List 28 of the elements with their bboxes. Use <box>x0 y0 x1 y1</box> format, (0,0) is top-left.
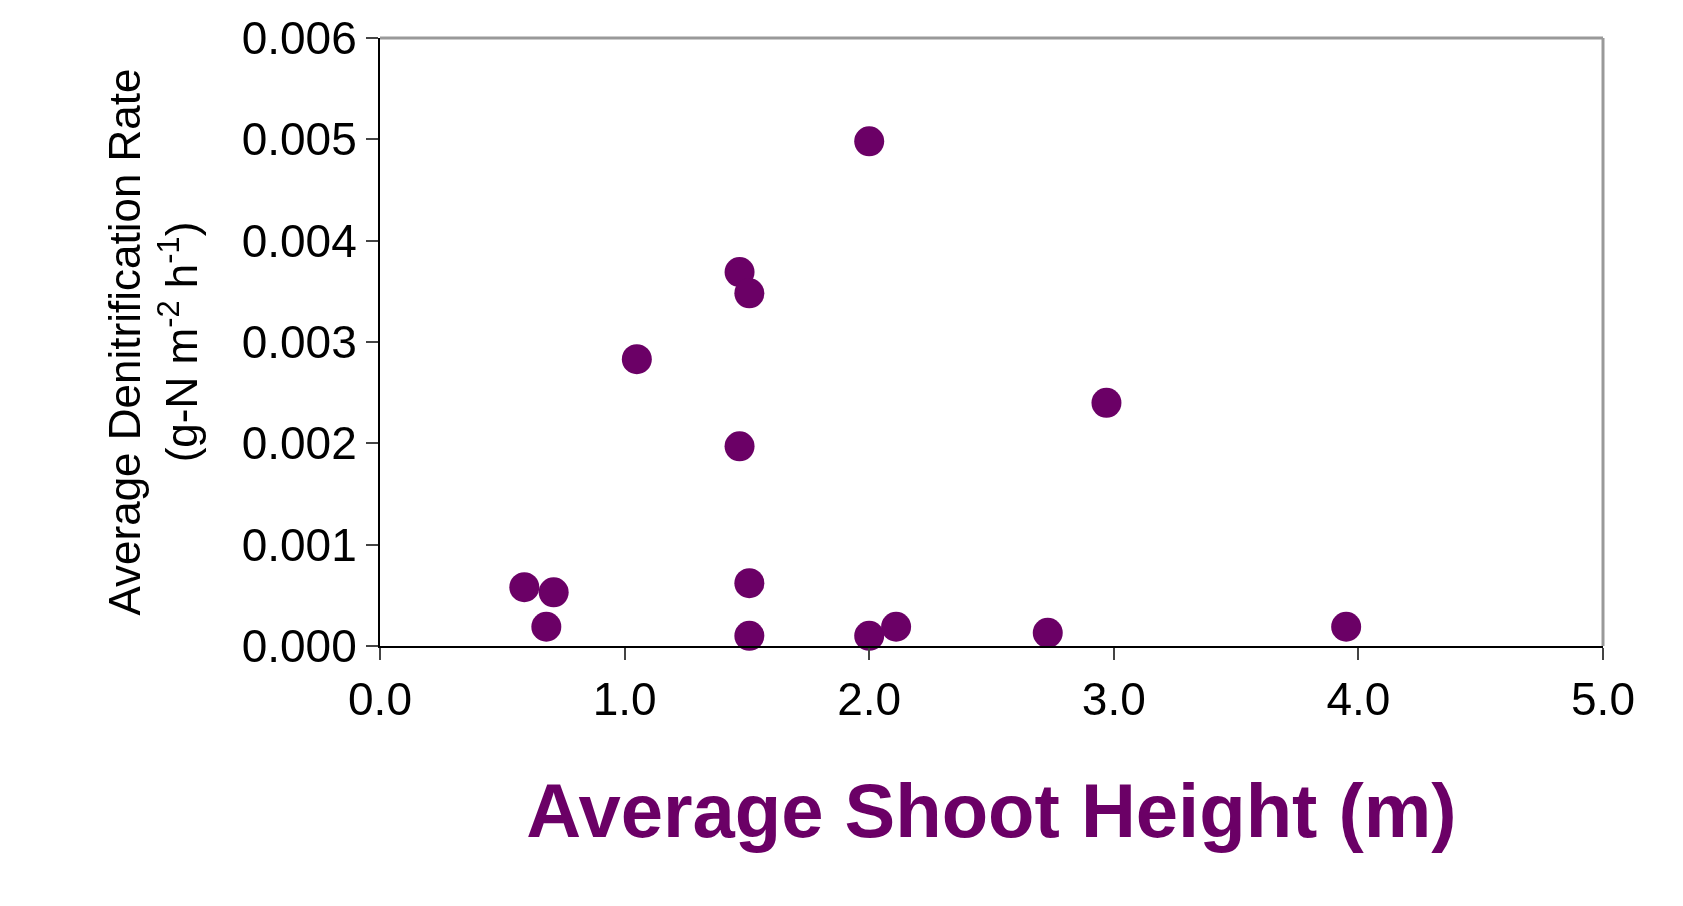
point <box>734 568 765 599</box>
point <box>724 431 755 462</box>
y-tick-label: 0.003 <box>241 316 357 369</box>
x-tick-label: 3.0 <box>1081 673 1146 726</box>
x-tick-label: 4.0 <box>1326 673 1391 726</box>
y-tick-label: 0.001 <box>241 518 357 571</box>
point <box>881 611 912 642</box>
point <box>1032 617 1063 648</box>
point <box>621 344 652 375</box>
x-tick-label: 0.0 <box>348 673 412 726</box>
point <box>854 620 885 651</box>
y-tick-label: 0.006 <box>241 12 357 65</box>
point <box>509 572 540 603</box>
y-tick-label: 0.004 <box>241 214 357 267</box>
point <box>734 620 765 651</box>
y-tick-label: 0.000 <box>241 620 357 673</box>
x-tick-label: 2.0 <box>837 673 902 726</box>
point <box>1091 387 1122 418</box>
x-tick-label: 5.0 <box>1571 673 1635 726</box>
x-axis-title: Average Shoot Height (m) <box>526 768 1457 854</box>
point <box>734 278 765 309</box>
y-tick-label: 0.005 <box>241 113 357 166</box>
y-tick-label: 0.002 <box>241 417 357 470</box>
x-tick-label: 1.0 <box>592 673 657 726</box>
point <box>538 577 569 608</box>
point <box>1331 611 1362 642</box>
point <box>854 126 885 157</box>
point <box>531 611 562 642</box>
